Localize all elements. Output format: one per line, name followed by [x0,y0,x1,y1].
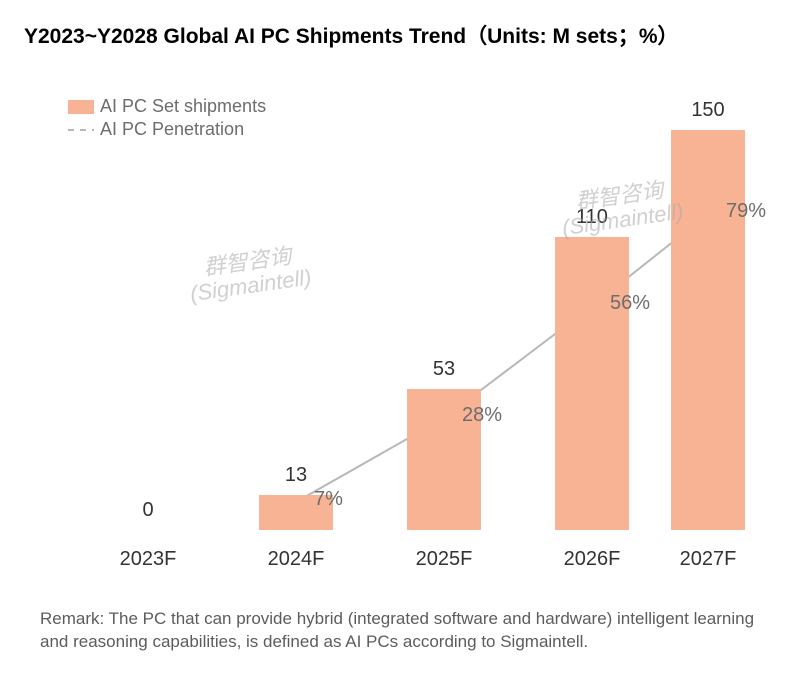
legend-item-bars: AI PC Set shipments [68,96,266,117]
bar-label-2024F: 13 [226,464,366,487]
bar-label-2027F: 150 [638,99,778,122]
legend-label-bars: AI PC Set shipments [100,96,266,117]
line-label-2027F: 79% [726,200,766,223]
line-label-2024F: 7% [314,488,343,511]
legend-swatch-bar [68,100,94,114]
line-label-2026F: 56% [610,292,650,315]
bar-label-2026F: 110 [522,206,662,229]
chart-title: Y2023~Y2028 Global AI PC Shipments Trend… [24,20,679,50]
bar-label-2023F: 0 [78,499,218,522]
page: Y2023~Y2028 Global AI PC Shipments Trend… [0,0,802,679]
bar-label-2025F: 53 [374,358,514,381]
xtick-2024F: 2024F [226,548,366,571]
xtick-2023F: 2023F [78,548,218,571]
xtick-2025F: 2025F [374,548,514,571]
x-axis: 2023F2024F2025F2026F2027F [40,548,750,588]
line-label-2025F: 28% [462,404,502,427]
remark-text: Remark: The PC that can provide hybrid (… [40,608,770,654]
bar-2027F [671,130,745,530]
plot-area: 013531101507%28%56%79% [40,130,750,530]
bar-2026F [555,237,629,530]
xtick-2027F: 2027F [638,548,778,571]
line-series [40,130,750,530]
